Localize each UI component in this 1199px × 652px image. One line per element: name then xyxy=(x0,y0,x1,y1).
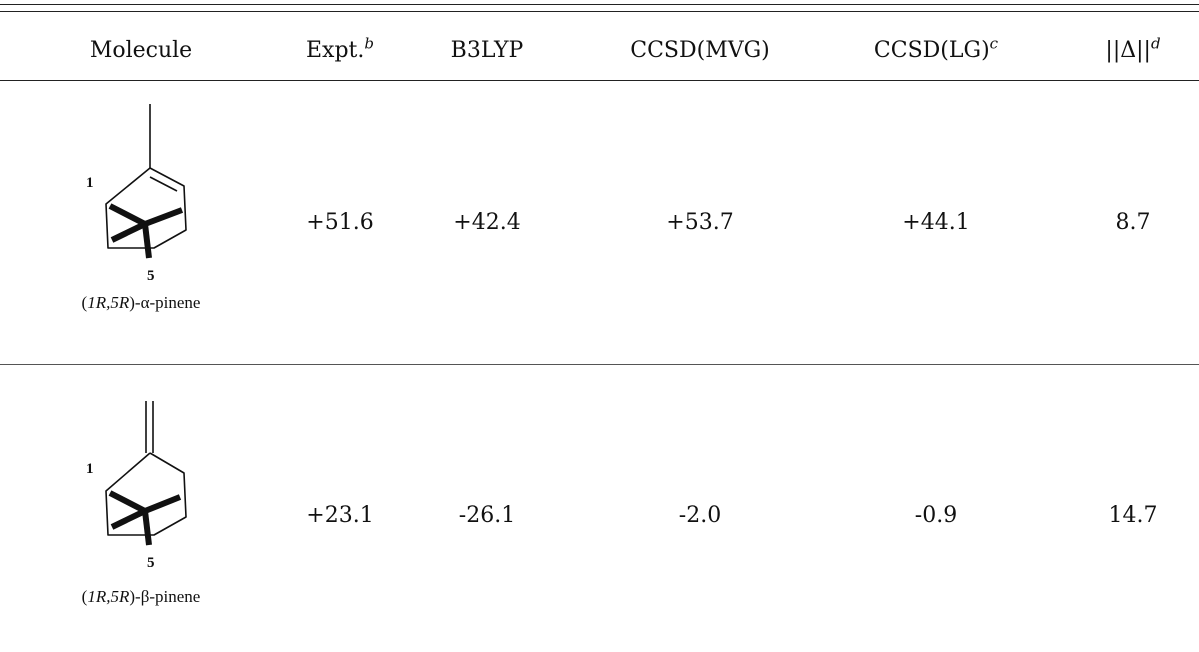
header-expt-label: Expt. xyxy=(306,38,365,63)
beta-name-config: 1R,5R xyxy=(87,587,130,606)
top-rule-lower xyxy=(0,11,1199,12)
row1-expt: +51.6 xyxy=(306,210,374,235)
header-ccsd-lg-footnote: c xyxy=(989,34,999,53)
beta-name-prefix: ( xyxy=(81,587,88,606)
alpha-atom-label-5: 5 xyxy=(147,268,155,284)
header-molecule: Molecule xyxy=(89,38,193,63)
beta-name-suffix: )-β-pinene xyxy=(129,587,201,606)
row-separator xyxy=(0,364,1199,365)
alpha-name-prefix: ( xyxy=(81,293,88,312)
top-rule-upper xyxy=(0,4,1199,5)
row2-delta: 14.7 xyxy=(1108,503,1158,528)
molecule-name-alpha-pinene: (1R,5R)-α-pinene xyxy=(82,293,201,313)
beta-atom-label-5: 5 xyxy=(147,555,155,571)
row2-ccsd-mvg: -2.0 xyxy=(678,503,722,528)
header-delta-label: ||Δ|| xyxy=(1105,38,1151,63)
row1-ccsd-mvg: +53.7 xyxy=(666,210,734,235)
molecule-name-beta-pinene: (1R,5R)-β-pinene xyxy=(82,587,201,607)
alpha-name-config: 1R,5R xyxy=(87,293,130,312)
row2-expt: +23.1 xyxy=(306,503,374,528)
header-delta-footnote: d xyxy=(1150,34,1161,53)
alpha-pinene-structure: 1 5 xyxy=(86,104,187,284)
row1-b3lyp: +42.4 xyxy=(453,210,521,235)
row1-delta: 8.7 xyxy=(1115,210,1151,235)
header-expt-footnote: b xyxy=(364,34,374,53)
beta-pinene-structure: 1 5 xyxy=(86,401,187,571)
beta-atom-label-1: 1 xyxy=(86,461,94,477)
alpha-name-suffix: )-α-pinene xyxy=(129,293,201,312)
header-expt: Expt.b xyxy=(306,34,374,63)
header-ccsd-lg-label: CCSD(LG) xyxy=(873,38,990,63)
row1-ccsd-lg: +44.1 xyxy=(902,210,970,235)
header-b3lyp: B3LYP xyxy=(450,38,524,63)
header-delta: ||Δ||d xyxy=(1105,34,1161,63)
row2-ccsd-lg: -0.9 xyxy=(914,503,958,528)
header-ccsd-lg: CCSD(LG)c xyxy=(873,34,999,63)
alpha-atom-label-1: 1 xyxy=(86,175,94,191)
header-ccsd-mvg: CCSD(MVG) xyxy=(630,38,770,63)
row2-b3lyp: -26.1 xyxy=(458,503,516,528)
header-rule xyxy=(0,80,1199,81)
